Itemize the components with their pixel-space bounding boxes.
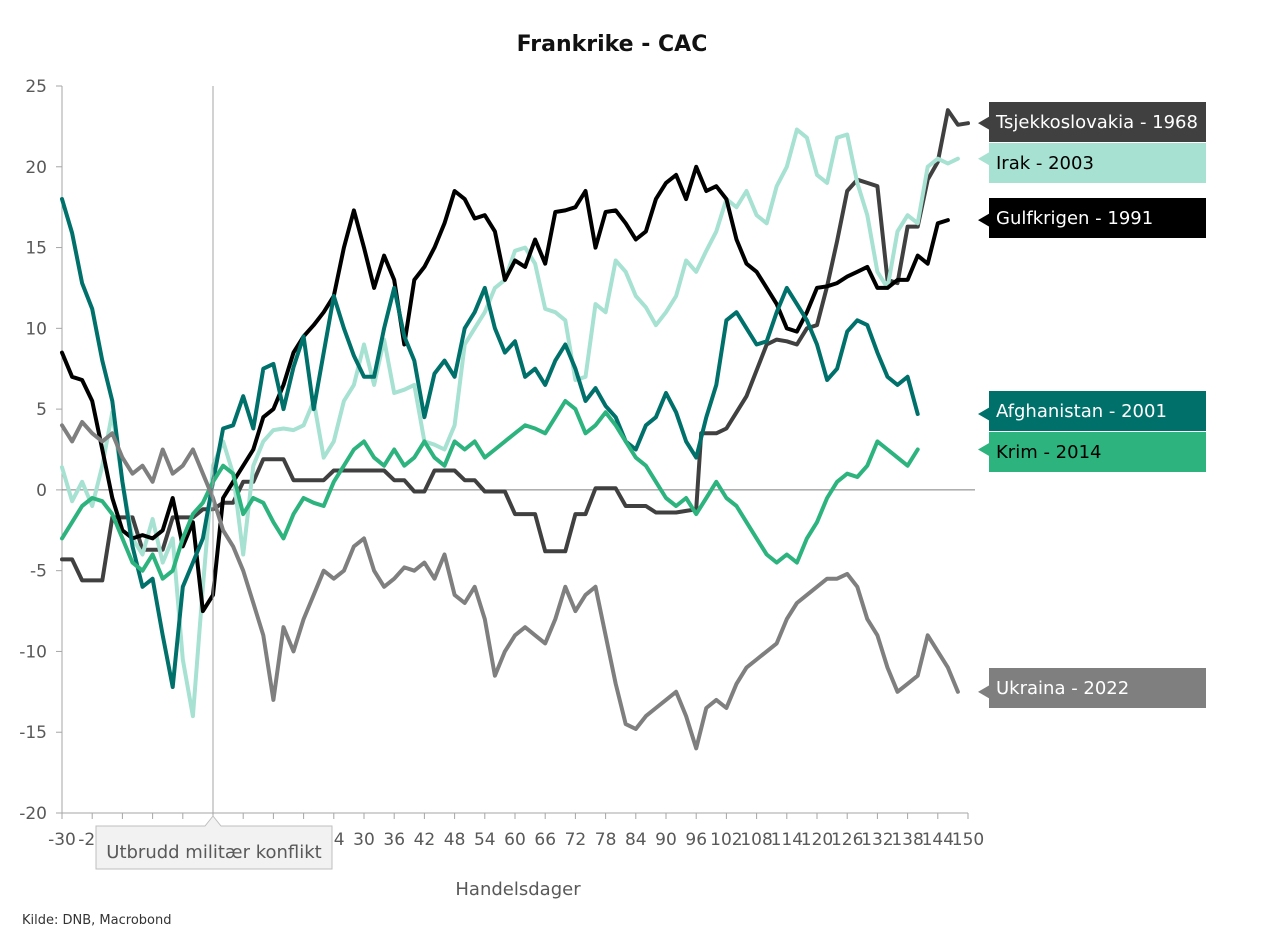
- y-tick-label: 0: [36, 481, 47, 501]
- x-tick-label: 96: [685, 830, 707, 850]
- x-tick-label: 150: [952, 830, 984, 850]
- x-tick-label: 102: [710, 830, 742, 850]
- y-tick-label: 20: [25, 158, 47, 178]
- series-label-pointer: [978, 213, 990, 228]
- y-tick-label: -10: [19, 642, 47, 662]
- series-label-pointer: [978, 442, 990, 457]
- series-label-text: Irak - 2003: [996, 153, 1094, 174]
- series-line: [60, 127, 960, 719]
- x-tick-label: 84: [625, 830, 647, 850]
- series-label-box: [989, 102, 1206, 142]
- series-label-box: [989, 391, 1206, 431]
- chart-title: Frankrike - CAC: [517, 32, 708, 57]
- x-tick-label: 72: [565, 830, 587, 850]
- event-callout: [95, 815, 333, 870]
- x-tick-label: 114: [771, 830, 803, 850]
- y-tick-label: 10: [25, 319, 47, 339]
- x-tick-label: 42: [414, 830, 436, 850]
- y-tick-label: 15: [25, 239, 47, 259]
- series-label-pointer: [978, 116, 990, 131]
- series-label-group: Tsjekkoslovakia - 1968 Irak - 2003 Gulfkri…: [978, 102, 1206, 708]
- y-tick-label: -5: [30, 562, 47, 582]
- x-tick-label: -30: [48, 830, 76, 850]
- y-tick-label: 5: [36, 400, 47, 420]
- source-note: Kilde: DNB, Macrobond: [22, 913, 171, 928]
- x-tick-label: 66: [534, 830, 556, 850]
- series-label-pointer: [978, 406, 990, 421]
- x-tick-label: 120: [801, 830, 833, 850]
- chart-axes: -20-15-10-50510152025-30-24-18-12-606121…: [19, 77, 984, 850]
- y-tick-label: -20: [19, 804, 47, 824]
- x-tick-label: 30: [353, 830, 375, 850]
- series-label-pointer: [978, 684, 990, 699]
- series-label-text: Tsjekkoslovakia - 1968: [995, 112, 1198, 133]
- series-label-box: [989, 432, 1206, 472]
- series-label-pointer: [978, 151, 990, 166]
- series-line: [60, 164, 950, 614]
- y-tick-label: 25: [25, 77, 47, 97]
- chart-series-group: [60, 108, 970, 751]
- x-tick-label: 60: [504, 830, 526, 850]
- series-label-text: Gulfkrigen - 1991: [996, 208, 1153, 229]
- series-label-text: Afghanistan - 2001: [996, 401, 1167, 422]
- x-tick-label: 78: [595, 830, 617, 850]
- x-tick-label: 132: [861, 830, 893, 850]
- series-line: [60, 197, 920, 689]
- x-tick-label: 108: [740, 830, 772, 850]
- x-tick-label: 36: [383, 830, 405, 850]
- series-label-box: [989, 668, 1206, 708]
- y-tick-label: -15: [19, 723, 47, 743]
- series-line: [60, 420, 960, 751]
- x-tick-label: 126: [831, 830, 863, 850]
- series-label-box: [989, 143, 1206, 183]
- x-tick-label: 48: [444, 830, 466, 850]
- event-callout-label: Utbrudd militær konflikt: [106, 842, 321, 863]
- series-label-text: Ukraina - 2022: [996, 678, 1129, 699]
- x-tick-label: 144: [922, 830, 954, 850]
- series-line: [60, 399, 920, 581]
- event-marker-group: Utbrudd militær konflikt: [95, 86, 333, 870]
- x-tick-label: 138: [891, 830, 923, 850]
- series-label-box: [989, 198, 1206, 238]
- x-tick-label: 54: [474, 830, 496, 850]
- series-label-text: Krim - 2014: [996, 442, 1102, 463]
- x-tick-label: 90: [655, 830, 677, 850]
- x-axis-title: Handelsdager: [455, 879, 581, 900]
